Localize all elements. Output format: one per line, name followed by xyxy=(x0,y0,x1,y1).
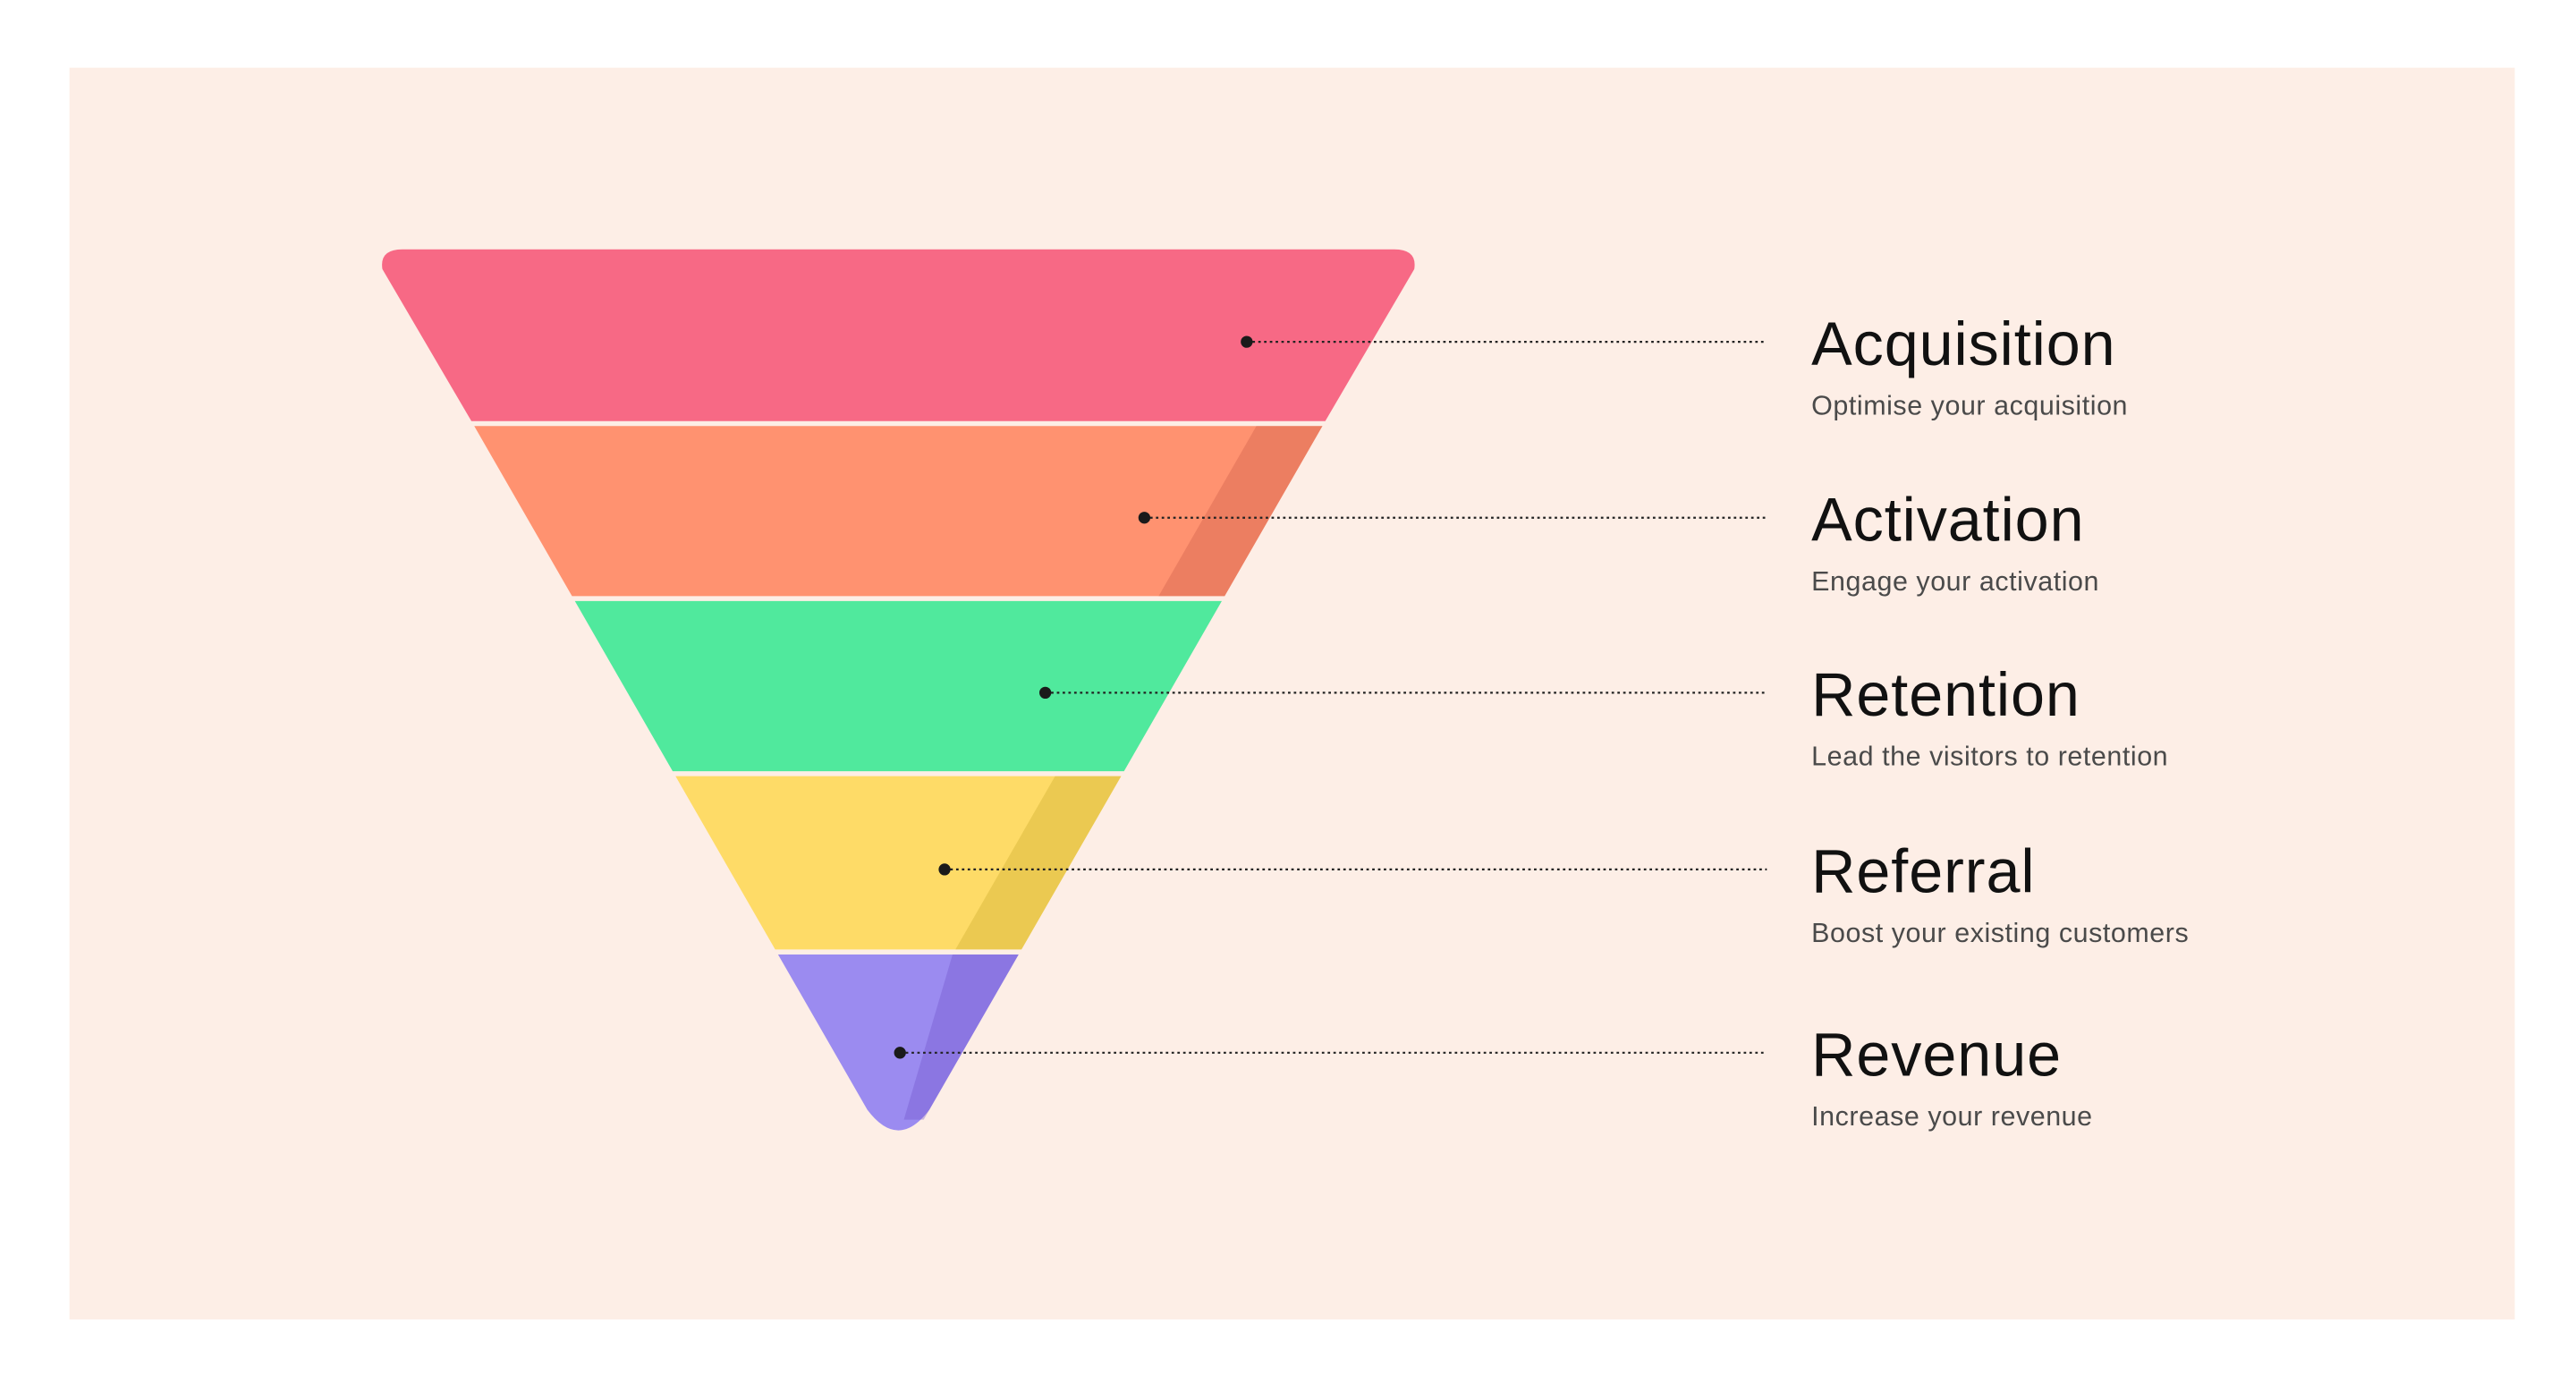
funnel-band xyxy=(382,249,1415,421)
band-shade xyxy=(1158,426,1323,597)
stage-title: Revenue xyxy=(1811,1022,2062,1090)
stage-subtitle: Optimise your acquisition xyxy=(1811,390,2128,420)
band-shade xyxy=(903,954,1019,1120)
stage-subtitle: Engage your activation xyxy=(1811,566,2099,597)
leader-dot xyxy=(938,863,951,876)
leader-dot xyxy=(1138,512,1151,524)
stage-title: Retention xyxy=(1811,661,2080,729)
stage-title: Activation xyxy=(1811,487,2084,555)
leader-dot xyxy=(894,1047,906,1059)
stage-title: Acquisition xyxy=(1811,310,2115,378)
stage-subtitle: Lead the visitors to retention xyxy=(1811,742,2168,772)
band-shade xyxy=(955,776,1122,950)
funnel-band xyxy=(474,426,1323,597)
stage-subtitle: Increase your revenue xyxy=(1811,1101,2093,1132)
stage-subtitle: Boost your existing customers xyxy=(1811,918,2189,948)
funnel-band xyxy=(675,776,1122,950)
funnel-band xyxy=(777,954,1019,1131)
leader-dot xyxy=(1038,686,1052,700)
stage-title: Referral xyxy=(1811,838,2035,906)
leader-dot xyxy=(1241,335,1253,348)
funnel-band xyxy=(574,600,1222,772)
